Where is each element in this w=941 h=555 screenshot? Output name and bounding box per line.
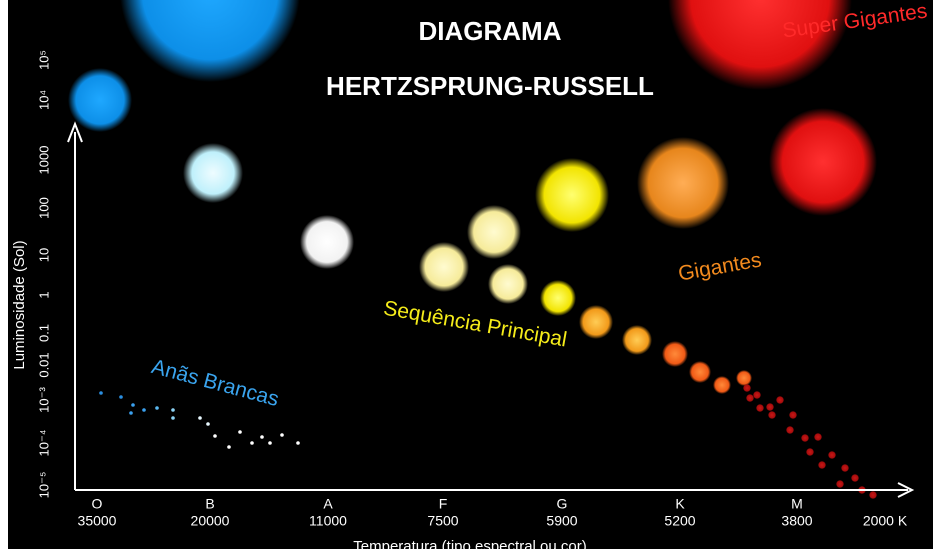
white-dwarf [250,441,254,445]
star [769,108,877,216]
star [662,341,688,367]
stars [68,0,877,499]
white-dwarf [171,416,175,420]
star [713,376,731,394]
x-temperature-label: 5900 [546,513,577,529]
red-dwarf [776,396,784,404]
white-dwarf [155,406,159,410]
red-dwarf [801,434,809,442]
red-dwarf [851,474,859,482]
y-tick-label: 10⁴ [36,90,51,110]
background [8,0,933,549]
x-temperature-label: 7500 [427,513,458,529]
x-class-label: K [675,496,685,512]
x-temperature-label: 11000 [309,513,347,529]
white-dwarf [268,441,272,445]
x-class-label: F [439,496,448,512]
white-dwarf [171,408,175,412]
x-class-label: G [557,496,568,512]
y-axis-label: Luminosidade (Sol) [11,240,28,369]
star [68,68,132,132]
star [736,370,752,386]
star [419,242,469,292]
red-dwarf [768,411,776,419]
star [488,264,528,304]
star [637,137,729,229]
white-dwarf [206,422,210,426]
red-dwarf [841,464,849,472]
x-class-label: B [205,496,214,512]
star [622,325,652,355]
x-class-label: A [323,496,333,512]
title-line1: DIAGRAMA [419,16,562,46]
star [689,361,711,383]
white-dwarf [142,408,146,412]
star [467,205,521,259]
star [120,0,300,82]
white-dwarf [119,395,123,399]
white-dwarf [227,445,231,449]
y-tick-label: 10⁻⁵ [36,472,51,499]
red-dwarf [869,491,877,499]
red-dwarf [789,411,797,419]
red-dwarf [746,394,754,402]
y-tick-label: 1000 [36,146,51,175]
red-dwarf [828,451,836,459]
star [535,158,609,232]
star [579,305,613,339]
y-tick-label: 10⁻⁴ [36,430,51,457]
y-tick-label: 10⁵ [36,50,51,70]
red-dwarf [786,426,794,434]
x-axis-label: Temperatura (tipo espectral ou cor) [353,538,586,555]
star [540,280,576,316]
red-dwarf [753,391,761,399]
star [668,0,852,90]
red-dwarf [836,480,844,488]
white-dwarf [131,403,135,407]
y-arrow [67,121,83,143]
white-dwarf [213,434,217,438]
red-dwarf [756,404,764,412]
y-tick-label: 0.1 [36,324,51,342]
x-arrow [897,482,915,498]
y-tick-label: 0.01 [36,352,51,377]
red-dwarf [743,384,751,392]
x-temperature-label: 3800 [781,513,812,529]
white-dwarf [99,391,103,395]
x-class-label: M [791,496,803,512]
white-dwarf [129,411,133,415]
x-temperature-label: 2000 K [863,513,908,529]
red-dwarf [814,433,822,441]
red-dwarf [818,461,826,469]
y-tick-label: 1 [36,291,51,298]
red-dwarf [766,403,774,411]
red-dwarf [806,448,814,456]
x-temperature-label: 20000 [191,513,230,529]
white-dwarf [198,416,202,420]
x-class-label: O [92,496,103,512]
y-tick-label: 10 [36,248,51,262]
x-temperature-label: 5200 [664,513,695,529]
title-line2: HERTZSPRUNG-RUSSELL [326,71,654,101]
star [183,143,243,203]
white-dwarf [260,435,264,439]
y-tick-label: 100 [36,197,51,219]
star [300,215,354,269]
x-temperature-label: 35000 [78,513,117,529]
white-dwarf [238,430,242,434]
white-dwarf [280,433,284,437]
y-tick-label: 10⁻³ [36,387,51,413]
white-dwarf [296,441,300,445]
